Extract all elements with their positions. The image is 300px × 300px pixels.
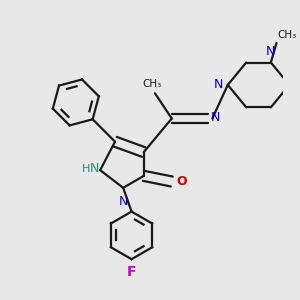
Text: H: H xyxy=(82,164,90,174)
Text: N: N xyxy=(89,162,99,175)
Text: N: N xyxy=(118,195,128,208)
Text: O: O xyxy=(176,175,187,188)
Text: F: F xyxy=(127,265,136,279)
Text: CH₃: CH₃ xyxy=(142,79,162,89)
Text: CH₃: CH₃ xyxy=(278,30,297,40)
Text: N: N xyxy=(211,111,220,124)
Text: N: N xyxy=(214,78,224,92)
Text: N: N xyxy=(266,45,276,58)
